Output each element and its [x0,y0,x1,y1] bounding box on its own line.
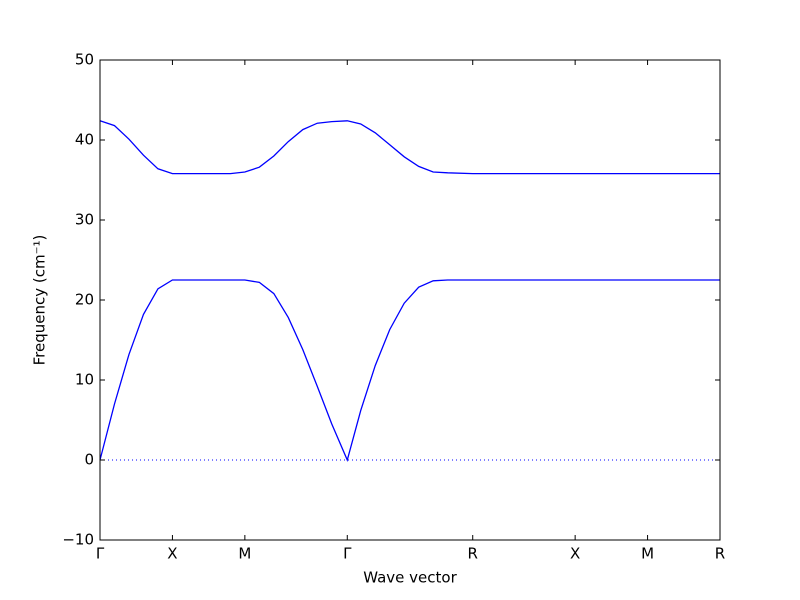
y-tick-label: 10 [75,371,94,389]
plot-frame [99,59,721,541]
x-tick-label: X [570,545,580,563]
y-tick-label: 40 [75,131,94,149]
x-tick-label: M [641,545,654,563]
band-line [99,120,720,175]
y-tick-label: 0 [84,451,94,469]
x-tick-label: R [468,545,478,563]
y-axis-label: Frequency (cm⁻¹) [31,235,49,366]
y-tick-label: 20 [75,291,94,309]
x-tick-label: Γ [343,545,352,563]
y-tick-label: 30 [75,211,94,229]
x-tick-label: R [715,545,725,563]
y-tick-label: −10 [62,531,94,549]
band-line [99,279,720,462]
x-tick-label: M [238,545,251,563]
x-tick-label: Γ [96,545,105,563]
x-axis-label: Wave vector [363,569,457,587]
x-tick-label: X [167,545,177,563]
y-tick-label: 50 [75,51,94,69]
